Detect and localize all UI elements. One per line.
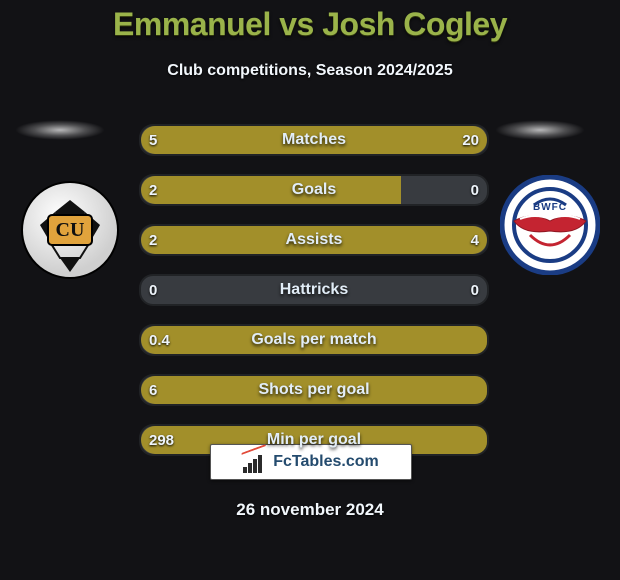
stat-row: 20Goals — [139, 174, 489, 206]
stat-label: Goals per match — [141, 331, 487, 349]
page-subtitle: Club competitions, Season 2024/2025 — [0, 62, 620, 80]
stat-label: Assists — [141, 231, 487, 249]
stat-row: 00Hattricks — [139, 274, 489, 306]
svg-text:CU: CU — [56, 219, 85, 241]
svg-text:BWFC: BWFC — [533, 202, 567, 213]
stat-label: Matches — [141, 131, 487, 149]
stat-row: 6Shots per goal — [139, 374, 489, 406]
stat-label: Min per goal — [141, 431, 487, 449]
comparison-card: Emmanuel vs Josh Cogley Club competition… — [0, 0, 620, 580]
right-shadow — [495, 120, 585, 140]
stat-label: Shots per goal — [141, 381, 487, 399]
bolton-wanderers-icon: BWFC — [500, 175, 600, 275]
stat-row: 0.4Goals per match — [139, 324, 489, 356]
brand-logo-icon — [243, 451, 265, 473]
stat-row: 520Matches — [139, 124, 489, 156]
brand-label: FcTables.com — [273, 453, 379, 471]
page-title: Emmanuel vs Josh Cogley — [0, 6, 620, 43]
stat-row: 24Assists — [139, 224, 489, 256]
stats-list: 520Matches 20Goals 24Assists 00Hattricks 0.4… — [139, 124, 489, 474]
cambridge-united-icon: CU — [20, 180, 120, 280]
brand-badge[interactable]: FcTables.com — [210, 444, 412, 480]
stat-label: Goals — [141, 181, 487, 199]
date-label: 26 november 2024 — [0, 500, 620, 520]
left-shadow — [15, 120, 105, 140]
right-team-badge: BWFC — [500, 175, 600, 275]
stat-label: Hattricks — [141, 281, 487, 299]
left-team-badge: CU — [20, 180, 120, 280]
